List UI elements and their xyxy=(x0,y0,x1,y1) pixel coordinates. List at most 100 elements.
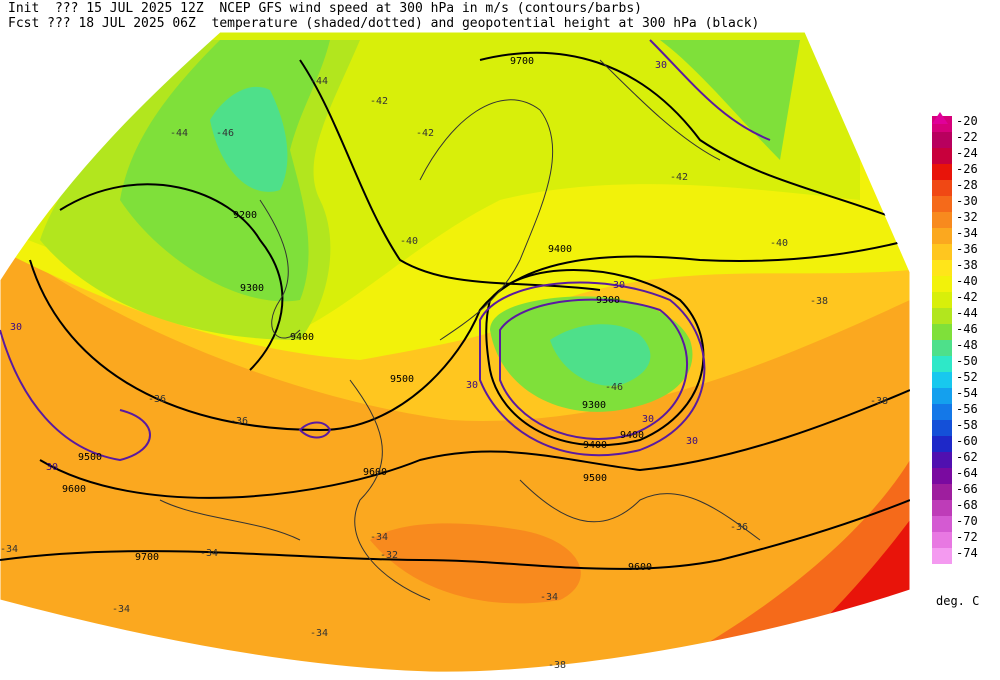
legend-level-label: -24 xyxy=(956,146,978,160)
wind-label: 30 xyxy=(466,380,478,391)
temp-label: -34 xyxy=(540,592,558,603)
coastlines xyxy=(159,59,761,601)
temp-label: -36 xyxy=(230,416,248,427)
temp-label: -42 xyxy=(416,128,434,139)
temp-label: -36 xyxy=(148,394,166,405)
height-label: 9500 xyxy=(78,452,102,463)
temperature-shading xyxy=(0,32,910,673)
legend-swatch xyxy=(932,484,952,500)
init-time: Init ??? 15 JUL 2025 12Z xyxy=(8,1,204,16)
legend-swatch xyxy=(932,468,952,484)
legend-level-label: -26 xyxy=(956,162,978,176)
legend-level-label: -28 xyxy=(956,178,978,192)
height-label: 9400 xyxy=(548,244,572,255)
legend-level-label: -62 xyxy=(956,450,978,464)
legend-level-label: -38 xyxy=(956,258,978,272)
legend-level-label: -70 xyxy=(956,514,978,528)
legend-swatch xyxy=(932,388,952,404)
height-label: 9400 xyxy=(583,440,607,451)
height-label: 9300 xyxy=(596,295,620,306)
wind-labels: 30 30 30 30 30 30 30 xyxy=(10,60,698,473)
legend-swatch xyxy=(932,228,952,244)
weather-map: 9200 9300 9400 9400 9500 9600 9600 9700 … xyxy=(0,31,911,673)
height-label: 9700 xyxy=(510,56,534,67)
legend-swatch xyxy=(932,212,952,228)
header-init-line: Init ??? 15 JUL 2025 12Z NCEP GFS wind s… xyxy=(8,1,642,16)
legend-level-label: -50 xyxy=(956,354,978,368)
legend-swatch xyxy=(932,452,952,468)
legend-swatch xyxy=(932,516,952,532)
legend-unit: deg. C xyxy=(936,594,980,608)
wind-label: 30 xyxy=(642,414,654,425)
height-label: 9400 xyxy=(290,332,314,343)
legend-level-label: -60 xyxy=(956,434,978,448)
legend-level-label: -54 xyxy=(956,386,978,400)
height-labels: 9200 9300 9400 9400 9500 9600 9600 9700 … xyxy=(62,56,652,573)
legend-level-label: -36 xyxy=(956,242,978,256)
wind-contours xyxy=(0,39,771,462)
height-label: 9200 xyxy=(233,210,257,221)
legend-swatch xyxy=(932,500,952,516)
wind-label: 30 xyxy=(613,280,625,291)
legend-swatch xyxy=(932,404,952,420)
legend-level-label: -74 xyxy=(956,546,978,560)
temp-label: -40 xyxy=(400,236,418,247)
legend-swatch xyxy=(932,532,952,548)
temperature-labels: -44 -42 -44 -46 -42 -40 -38 -36 -36 -34 … xyxy=(0,76,888,671)
legend-level-label: -42 xyxy=(956,290,978,304)
temp-label: -34 xyxy=(0,544,18,555)
wind-label: 30 xyxy=(10,322,22,333)
legend-level-label: -46 xyxy=(956,322,978,336)
color-legend: -20 -22 -24 -26 -28 -30 -32 -34 -36 -38 -40 -42 -44 -… xyxy=(928,112,1000,572)
height-label: 9500 xyxy=(390,374,414,385)
legend-swatch xyxy=(932,180,952,196)
legend-level-label: -34 xyxy=(956,226,978,240)
legend-swatch xyxy=(932,276,952,292)
header-fcst-line: Fcst ??? 18 JUL 2025 06Z temperature (sh… xyxy=(8,16,759,31)
map-boundary xyxy=(0,31,911,673)
legend-swatch xyxy=(932,340,952,356)
legend-swatch xyxy=(932,164,952,180)
legend-level-label: -58 xyxy=(956,418,978,432)
legend-swatch xyxy=(932,132,952,148)
legend-level-label: -68 xyxy=(956,498,978,512)
temp-label: -44 xyxy=(170,128,188,139)
height-label: 9300 xyxy=(582,400,606,411)
height-label: 9600 xyxy=(628,562,652,573)
product-title: NCEP GFS wind speed at 300 hPa in m/s (c… xyxy=(219,1,642,16)
height-label: 9300 xyxy=(240,283,264,294)
legend-level-label: -66 xyxy=(956,482,978,496)
temp-label: -38 xyxy=(870,396,888,407)
legend-swatch xyxy=(932,356,952,372)
legend-level-label: -52 xyxy=(956,370,978,384)
legend-level-label: -48 xyxy=(956,338,978,352)
temp-label: -36 xyxy=(730,522,748,533)
wind-label: 30 xyxy=(686,436,698,447)
legend-swatch xyxy=(932,308,952,324)
forecast-time: Fcst ??? 18 JUL 2025 06Z xyxy=(8,16,196,31)
legend-level-label: -56 xyxy=(956,402,978,416)
legend-swatch xyxy=(932,436,952,452)
height-label: 9500 xyxy=(583,473,607,484)
legend-swatch xyxy=(932,244,952,260)
legend-swatch xyxy=(932,372,952,388)
temp-label: -34 xyxy=(112,604,130,615)
legend-swatch xyxy=(932,548,952,564)
legend-swatch xyxy=(932,292,952,308)
legend-level-label: -30 xyxy=(956,194,978,208)
legend-swatch xyxy=(932,420,952,436)
temp-label: -38 xyxy=(810,296,828,307)
legend-level-label: -22 xyxy=(956,130,978,144)
height-label: 9400 xyxy=(620,430,644,441)
height-contours xyxy=(0,51,910,570)
height-label: 9600 xyxy=(363,467,387,478)
height-label: 9600 xyxy=(62,484,86,495)
height-label: 9700 xyxy=(135,552,159,563)
temp-label: -42 xyxy=(370,96,388,107)
temp-label: -34 xyxy=(310,628,328,639)
legend-swatch xyxy=(932,196,952,212)
legend-level-label: -32 xyxy=(956,210,978,224)
temp-label: -40 xyxy=(770,238,788,249)
legend-level-label: -20 xyxy=(956,114,978,128)
temp-label: -46 xyxy=(605,382,623,393)
